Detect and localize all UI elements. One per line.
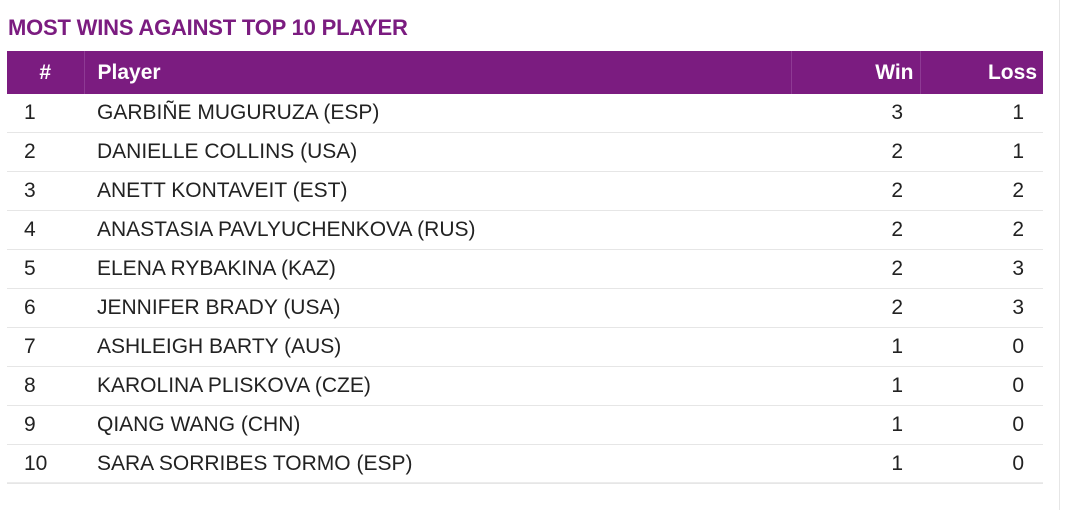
cell-loss: 0: [920, 327, 1043, 367]
cell-loss: 3: [920, 288, 1043, 328]
table-row: 5 ELENA RYBAKINA (KAZ) 2 3: [7, 249, 1043, 289]
cell-win: 1: [791, 405, 920, 445]
cell-loss: 0: [920, 444, 1043, 484]
column-header-win: Win: [790, 51, 920, 94]
cell-rank: 3: [7, 171, 84, 211]
table-row: 3 ANETT KONTAVEIT (EST) 2 2: [7, 171, 1043, 211]
cell-player: ANASTASIA PAVLYUCHENKOVA (RUS): [84, 210, 791, 250]
column-header-player: Player: [83, 51, 791, 94]
cell-player: GARBIÑE MUGURUZA (ESP): [84, 94, 791, 133]
cell-loss: 1: [920, 132, 1043, 172]
table-title: MOST WINS AGAINST TOP 10 PLAYER: [8, 15, 408, 40]
cell-rank: 8: [7, 366, 84, 406]
cell-player: JENNIFER BRADY (USA): [84, 288, 791, 328]
table-row: 10 SARA SORRIBES TORMO (ESP) 1 0: [7, 444, 1043, 484]
column-header-rank: #: [7, 51, 84, 94]
cell-win: 1: [791, 444, 920, 484]
cell-win: 1: [791, 327, 920, 367]
cell-player: ANETT KONTAVEIT (EST): [84, 171, 791, 211]
cell-win: 1: [791, 366, 920, 406]
cell-rank: 6: [7, 288, 84, 328]
cell-win: 2: [791, 210, 920, 250]
cell-rank: 2: [7, 132, 84, 172]
cell-loss: 0: [920, 405, 1043, 445]
table-row: 8 KAROLINA PLISKOVA (CZE) 1 0: [7, 366, 1043, 406]
table-row: 7 ASHLEIGH BARTY (AUS) 1 0: [7, 327, 1043, 367]
cell-rank: 1: [7, 94, 84, 133]
cell-player: QIANG WANG (CHN): [84, 405, 791, 445]
cell-loss: 3: [920, 249, 1043, 289]
cell-win: 2: [791, 288, 920, 328]
page-right-divider: [1059, 0, 1060, 510]
cell-rank: 4: [7, 210, 84, 250]
wins-table: # Player Win Loss 1 GARBIÑE MUGURUZA (ESP…: [7, 51, 1043, 484]
table-row: 1 GARBIÑE MUGURUZA (ESP) 3 1: [7, 94, 1043, 133]
cell-player: ASHLEIGH BARTY (AUS): [84, 327, 791, 367]
cell-loss: 2: [920, 210, 1043, 250]
cell-rank: 10: [7, 444, 84, 484]
table-row: 9 QIANG WANG (CHN) 1 0: [7, 405, 1043, 445]
cell-loss: 2: [920, 171, 1043, 211]
table-row: 4 ANASTASIA PAVLYUCHENKOVA (RUS) 2 2: [7, 210, 1043, 250]
cell-player: DANIELLE COLLINS (USA): [84, 132, 791, 172]
table-header: # Player Win Loss: [7, 51, 1043, 94]
cell-win: 2: [791, 132, 920, 172]
cell-rank: 5: [7, 249, 84, 289]
table-body: 1 GARBIÑE MUGURUZA (ESP) 3 1 2 DANIELLE COLLI…: [7, 94, 1043, 484]
column-header-loss: Loss: [919, 51, 1043, 94]
cell-loss: 0: [920, 366, 1043, 406]
cell-loss: 1: [920, 94, 1043, 133]
cell-player: SARA SORRIBES TORMO (ESP): [84, 444, 791, 484]
cell-player: ELENA RYBAKINA (KAZ): [84, 249, 791, 289]
cell-rank: 7: [7, 327, 84, 367]
cell-player: KAROLINA PLISKOVA (CZE): [84, 366, 791, 406]
cell-win: 2: [791, 249, 920, 289]
table-bottom-rule: [7, 482, 1043, 483]
table-row: 2 DANIELLE COLLINS (USA) 2 1: [7, 132, 1043, 172]
table-row: 6 JENNIFER BRADY (USA) 2 3: [7, 288, 1043, 328]
cell-rank: 9: [7, 405, 84, 445]
cell-win: 3: [791, 94, 920, 133]
header-row: # Player Win Loss: [7, 51, 1043, 94]
cell-win: 2: [791, 171, 920, 211]
